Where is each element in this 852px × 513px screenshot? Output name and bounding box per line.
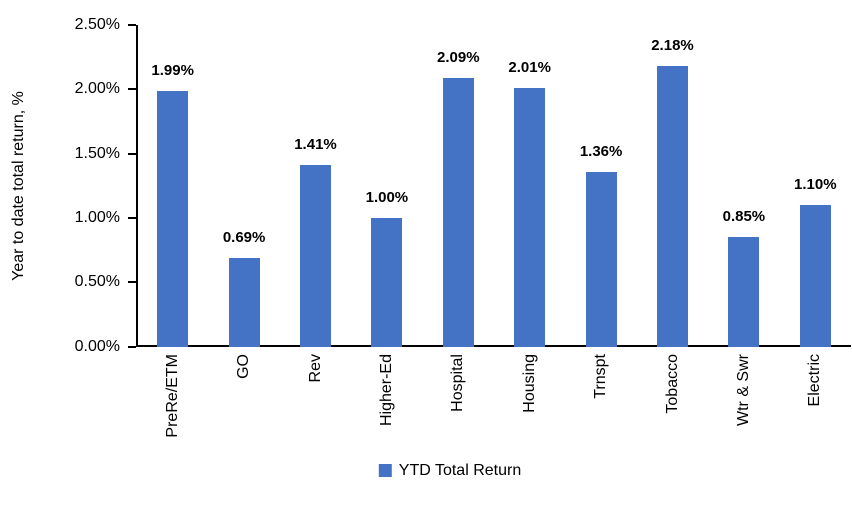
y-axis-title: Year to date total return, % xyxy=(10,91,27,281)
bar-electric xyxy=(799,205,831,347)
value-label: 2.18% xyxy=(651,37,694,55)
bar-rev xyxy=(300,165,331,347)
y-tick-mark xyxy=(128,24,136,26)
y-tick-mark xyxy=(128,152,136,155)
value-label: 1.41% xyxy=(294,136,337,154)
bar-wtr-swr xyxy=(728,237,760,347)
bar-prere-etm xyxy=(157,90,189,347)
bar-tobacco xyxy=(657,66,688,347)
value-label: 1.36% xyxy=(579,142,623,160)
bar-go xyxy=(228,257,260,347)
legend-label: YTD Total Return xyxy=(398,462,522,479)
value-label: 2.09% xyxy=(437,48,480,66)
y-tick-label: 0.50% xyxy=(74,273,120,291)
y-tick-mark xyxy=(128,88,136,91)
y-tick-mark xyxy=(128,345,136,348)
value-label: 1.99% xyxy=(151,61,194,79)
y-axis-line xyxy=(136,25,138,347)
x-axis-label: Hospital xyxy=(449,354,467,412)
y-tick-label: 0.00% xyxy=(74,337,120,355)
y-tick-label: 1.00% xyxy=(74,208,120,226)
x-axis-label: Wtr & Swr xyxy=(734,354,752,426)
x-axis-label: Higher-Ed xyxy=(377,354,395,427)
value-label: 0.69% xyxy=(222,228,266,246)
y-tick-mark xyxy=(128,281,136,284)
x-axis-line xyxy=(136,345,851,347)
bar-trnspt xyxy=(585,171,617,347)
bar-hospital xyxy=(442,77,474,347)
x-axis-label: GO xyxy=(235,354,253,379)
y-tick-label: 1.50% xyxy=(74,144,120,162)
y-tick-mark xyxy=(128,216,136,219)
x-axis-label: Electric xyxy=(806,354,824,407)
legend-swatch-icon xyxy=(378,464,392,477)
x-axis-label: PreRe/ETM xyxy=(163,354,181,438)
bar-higher-ed xyxy=(371,217,403,347)
x-axis-label: Trnspt xyxy=(592,354,610,399)
y-tick-label: 2.50% xyxy=(74,16,120,33)
value-label: 1.00% xyxy=(365,188,409,206)
x-axis-label: Housing xyxy=(520,354,538,413)
value-label: 0.85% xyxy=(722,208,766,226)
value-label: 2.01% xyxy=(508,59,551,77)
bar-housing xyxy=(514,88,546,347)
x-axis-label: Rev xyxy=(306,354,324,383)
value-label: 1.10% xyxy=(794,176,837,194)
y-tick-label: 2.00% xyxy=(74,80,120,98)
x-axis-label: Tobacco xyxy=(663,354,681,414)
legend: YTD Total Return xyxy=(378,461,522,480)
